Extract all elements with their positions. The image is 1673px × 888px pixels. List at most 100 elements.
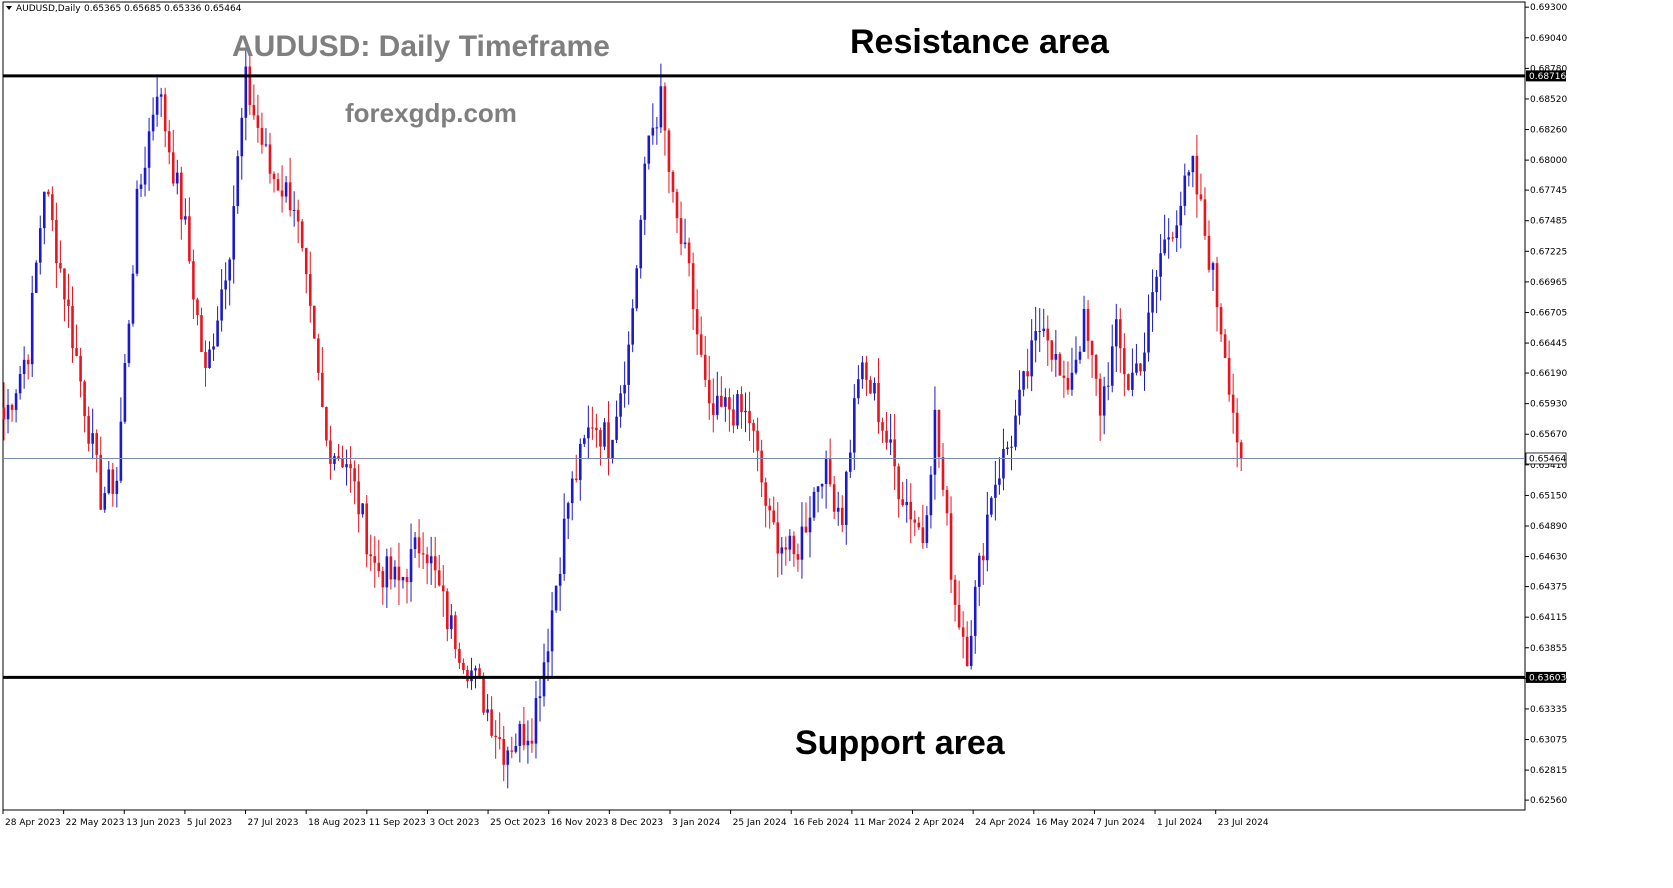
candle-body — [184, 216, 187, 220]
candle-body — [1223, 334, 1227, 359]
candle-body — [756, 430, 759, 451]
candle-body — [345, 464, 348, 468]
candle-body — [901, 499, 904, 506]
candle-body — [405, 576, 409, 583]
candle-body — [478, 668, 481, 677]
candle-body — [953, 579, 957, 605]
candle-body — [998, 478, 1001, 485]
candle-body — [204, 352, 207, 369]
candle-body — [615, 416, 618, 440]
candle-body — [566, 503, 570, 519]
candle-body — [828, 458, 832, 485]
candle-body — [1090, 340, 1094, 356]
candle-body — [71, 305, 74, 349]
candle-body — [1018, 389, 1021, 416]
candle-body — [1203, 199, 1207, 236]
y-tick-label: 0.64630 — [1530, 553, 1567, 563]
candle-body — [244, 66, 248, 118]
support-label: Support area — [795, 724, 1006, 762]
candle-body — [369, 554, 373, 557]
candle-body — [232, 206, 236, 260]
chart-menu-icon[interactable] — [6, 6, 12, 10]
candle-body — [1175, 225, 1179, 239]
candle-body — [63, 268, 66, 300]
x-tick-label: 13 Jun 2023 — [126, 818, 180, 828]
candle-body — [631, 308, 634, 345]
candle-body — [599, 430, 602, 447]
candle-body — [361, 503, 364, 515]
candle-body — [1163, 239, 1166, 254]
candle-body — [337, 456, 340, 459]
x-tick-label: 8 Dec 2023 — [611, 818, 663, 828]
candle-body — [441, 585, 445, 592]
candle-body — [208, 349, 211, 369]
candle-body — [14, 393, 18, 410]
candle-body — [796, 554, 800, 560]
candle-body — [1078, 351, 1082, 360]
candle-body — [885, 430, 888, 443]
y-tick-label: 0.68000 — [1530, 156, 1567, 166]
candle-body — [832, 484, 836, 512]
resistance-tag-text: 0.68716 — [1529, 72, 1566, 82]
candle-body — [292, 209, 296, 211]
y-tick-label: 0.67225 — [1530, 247, 1567, 257]
candle-body — [530, 740, 534, 744]
y-tick-label: 0.63335 — [1530, 705, 1567, 715]
candle-body — [639, 219, 643, 269]
candle-body — [1054, 354, 1058, 360]
candle-body — [95, 433, 98, 455]
candle-body — [591, 427, 594, 429]
candle-body — [965, 636, 969, 666]
candle-body — [498, 737, 501, 739]
candle-body — [925, 515, 929, 543]
candle-body — [812, 491, 816, 518]
candle-body — [425, 554, 429, 564]
candle-body — [1086, 309, 1090, 341]
candle-body — [913, 519, 917, 523]
candle-body — [131, 273, 135, 324]
x-tick-label: 16 Nov 2023 — [551, 818, 609, 828]
y-tick-label: 0.62815 — [1530, 766, 1567, 776]
candle-body — [163, 94, 167, 132]
candle-body — [1195, 155, 1199, 195]
x-axis: 28 Apr 2023 22 May 2023 13 Jun 2023 5 Jul 2… — [2, 810, 1269, 828]
candle-body — [429, 556, 433, 564]
candle-body — [127, 323, 131, 364]
x-tick-label: 28 Apr 2023 — [5, 818, 61, 828]
candle-body — [1034, 331, 1037, 341]
candle-body — [1123, 348, 1126, 375]
candle-body — [1159, 253, 1162, 277]
candle-body — [857, 379, 860, 399]
symbol-label: AUDUSD,Daily — [16, 4, 81, 14]
x-tick-label: 16 May 2024 — [1036, 818, 1095, 828]
candle-body — [1070, 372, 1074, 390]
candle-body — [139, 184, 143, 189]
candle-body — [933, 409, 937, 475]
candle-body — [800, 526, 804, 560]
candle-body — [284, 182, 288, 197]
candle-body — [26, 359, 30, 365]
candle-body — [1235, 412, 1239, 443]
candle-body — [937, 409, 941, 458]
candle-body — [824, 458, 828, 485]
candle-body — [647, 135, 651, 164]
candle-body — [1135, 363, 1138, 373]
candle-body — [200, 315, 203, 353]
candle-body — [816, 486, 820, 492]
candle-body — [256, 115, 260, 128]
candle-body — [542, 662, 546, 697]
candle-body — [111, 469, 115, 494]
candle-body — [1082, 309, 1086, 352]
candle-body — [667, 130, 671, 172]
candle-body — [619, 393, 622, 417]
candle-body — [466, 669, 469, 682]
candle-body — [1127, 374, 1130, 390]
candle-body — [409, 549, 413, 583]
candle-body — [957, 604, 961, 628]
x-tick-label: 22 May 2023 — [66, 818, 125, 828]
candle-body — [506, 750, 510, 765]
candle-body — [941, 457, 945, 490]
candle-body — [1050, 340, 1054, 360]
candle-body — [853, 398, 856, 453]
